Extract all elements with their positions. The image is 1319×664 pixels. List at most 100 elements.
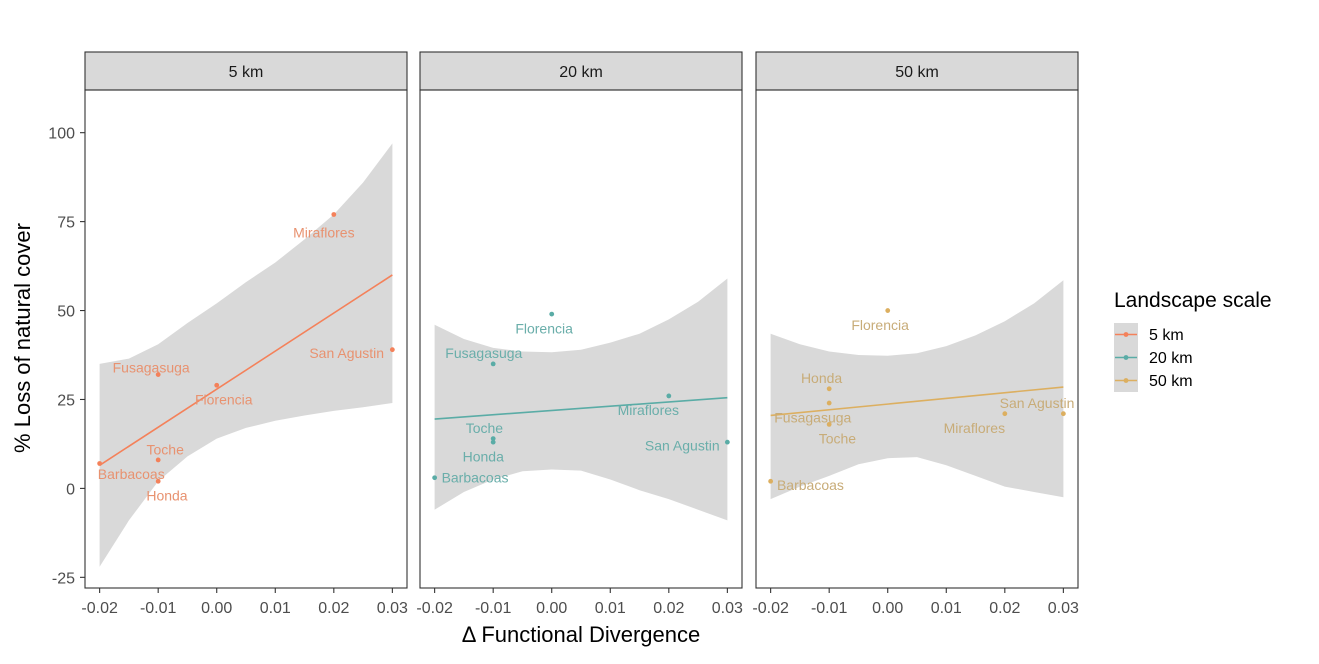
x-tick-label: -0.01 [140,600,177,617]
data-point [885,308,891,313]
point-label: Honda [146,488,187,504]
regression-line [434,396,728,420]
data-point [432,475,438,481]
data-point [826,421,832,427]
data-point [490,361,496,367]
x-tick-label: 0.01 [260,600,291,617]
point-label: Fusagasuga [774,409,851,425]
confidence-band [434,278,728,521]
legend-label: 50 km [1149,373,1193,390]
facet-strip [84,51,408,91]
point-label: Miraflores [293,224,354,240]
data-point [826,400,832,406]
data-point [549,311,555,317]
facet-strip-label: 50 km [895,64,939,81]
data-point [155,372,161,377]
data-point [155,457,161,463]
facet-strip [419,51,743,91]
x-tick-label: 0.03 [712,600,743,617]
x-tick-label: 0.03 [377,600,408,617]
x-tick-label: -0.02 [81,600,118,617]
panel-border [419,89,743,589]
y-tick-label: 75 [57,215,75,232]
x-tick-label: 0.02 [318,600,349,617]
panel-50-km: 50 km Florencia Honda Fusagasuga San Agustin… [752,51,1079,617]
legend-item-50-km: 50 km [1114,369,1193,392]
data-point [490,439,496,445]
x-tick-label: 0.00 [872,600,903,617]
panel-20-km: 20 km Florencia Fusagasuga Miraflores Toche H… [416,51,743,617]
legend-title: Landscape scale [1114,289,1272,312]
x-tick-label: -0.02 [752,600,789,617]
x-axis-title: Δ Functional Divergence [462,622,701,647]
legend-item-5-km: 5 km [1114,323,1184,346]
y-tick-label: 100 [48,126,75,143]
point-label: Honda [463,448,504,464]
point-label: San Agustin [645,438,720,454]
data-point [768,478,774,484]
x-tick-label: 0.01 [931,600,962,617]
confidence-band [99,143,393,567]
point-label: San Agustin [1000,395,1075,411]
legend-item-20-km: 20 km [1114,346,1193,369]
data-point [331,212,337,217]
data-point [666,393,672,399]
point-label: Toche [466,420,504,436]
legend: Landscape scale 5 km 20 km 50 km [1114,289,1272,392]
data-point [1060,411,1066,417]
point-label: Honda [801,370,842,386]
data-point [389,347,395,353]
point-label: Florencia [515,320,573,336]
point-label: Florencia [851,317,909,333]
regression-line [99,274,393,466]
point-label: Miraflores [944,420,1005,436]
point-label: Barbacoas [442,470,509,486]
x-tick-label: 0.02 [989,600,1020,617]
point-label: Toche [819,431,857,447]
x-tick-label: -0.01 [811,600,848,617]
facet-strip [755,51,1079,91]
legend-key-point [1123,378,1129,383]
y-tick-label: 50 [57,304,75,321]
point-label: Fusagasuga [445,345,522,361]
point-label: Florencia [195,391,253,407]
legend-label: 5 km [1149,327,1184,344]
point-label: Barbacoas [98,466,165,482]
data-point [724,439,730,445]
point-label: San Agustin [309,345,384,361]
legend-key-point [1123,355,1129,360]
facet-strip-label: 20 km [559,64,603,81]
data-point [155,478,161,484]
y-tick-label: 25 [57,392,75,409]
point-label: Toche [147,441,185,457]
x-tick-label: 0.02 [653,600,684,617]
data-point [1002,411,1008,417]
confidence-band [770,280,1064,500]
legend-label: 20 km [1149,350,1193,367]
chart-panels: 5 km Miraflores San Agustin Fusagasuga Flore… [81,51,1079,617]
data-point [490,436,496,441]
legend-key-point [1123,332,1129,337]
data-point [97,461,103,466]
data-point [214,382,220,388]
x-tick-label: 0.00 [201,600,232,617]
facet-strip-label: 5 km [229,64,264,81]
regression-line [770,386,1064,417]
data-point [826,386,832,392]
y-axis: 100 75 50 25 0 -25 [48,126,85,587]
x-tick-label: -0.02 [416,600,453,617]
y-tick-label: 0 [66,481,75,498]
point-label: Barbacoas [777,477,844,493]
panel-border [755,89,1079,589]
y-axis-title: % Loss of natural cover [10,223,35,453]
panel-border [84,89,408,589]
y-tick-label: -25 [52,570,75,587]
x-tick-label: -0.01 [475,600,512,617]
x-tick-label: 0.00 [536,600,567,617]
point-label: Miraflores [618,402,679,418]
point-label: Fusagasuga [113,359,190,375]
panel-5-km: 5 km Miraflores San Agustin Fusagasuga Flore… [81,51,408,617]
x-tick-label: 0.03 [1048,600,1079,617]
x-tick-label: 0.01 [595,600,626,617]
